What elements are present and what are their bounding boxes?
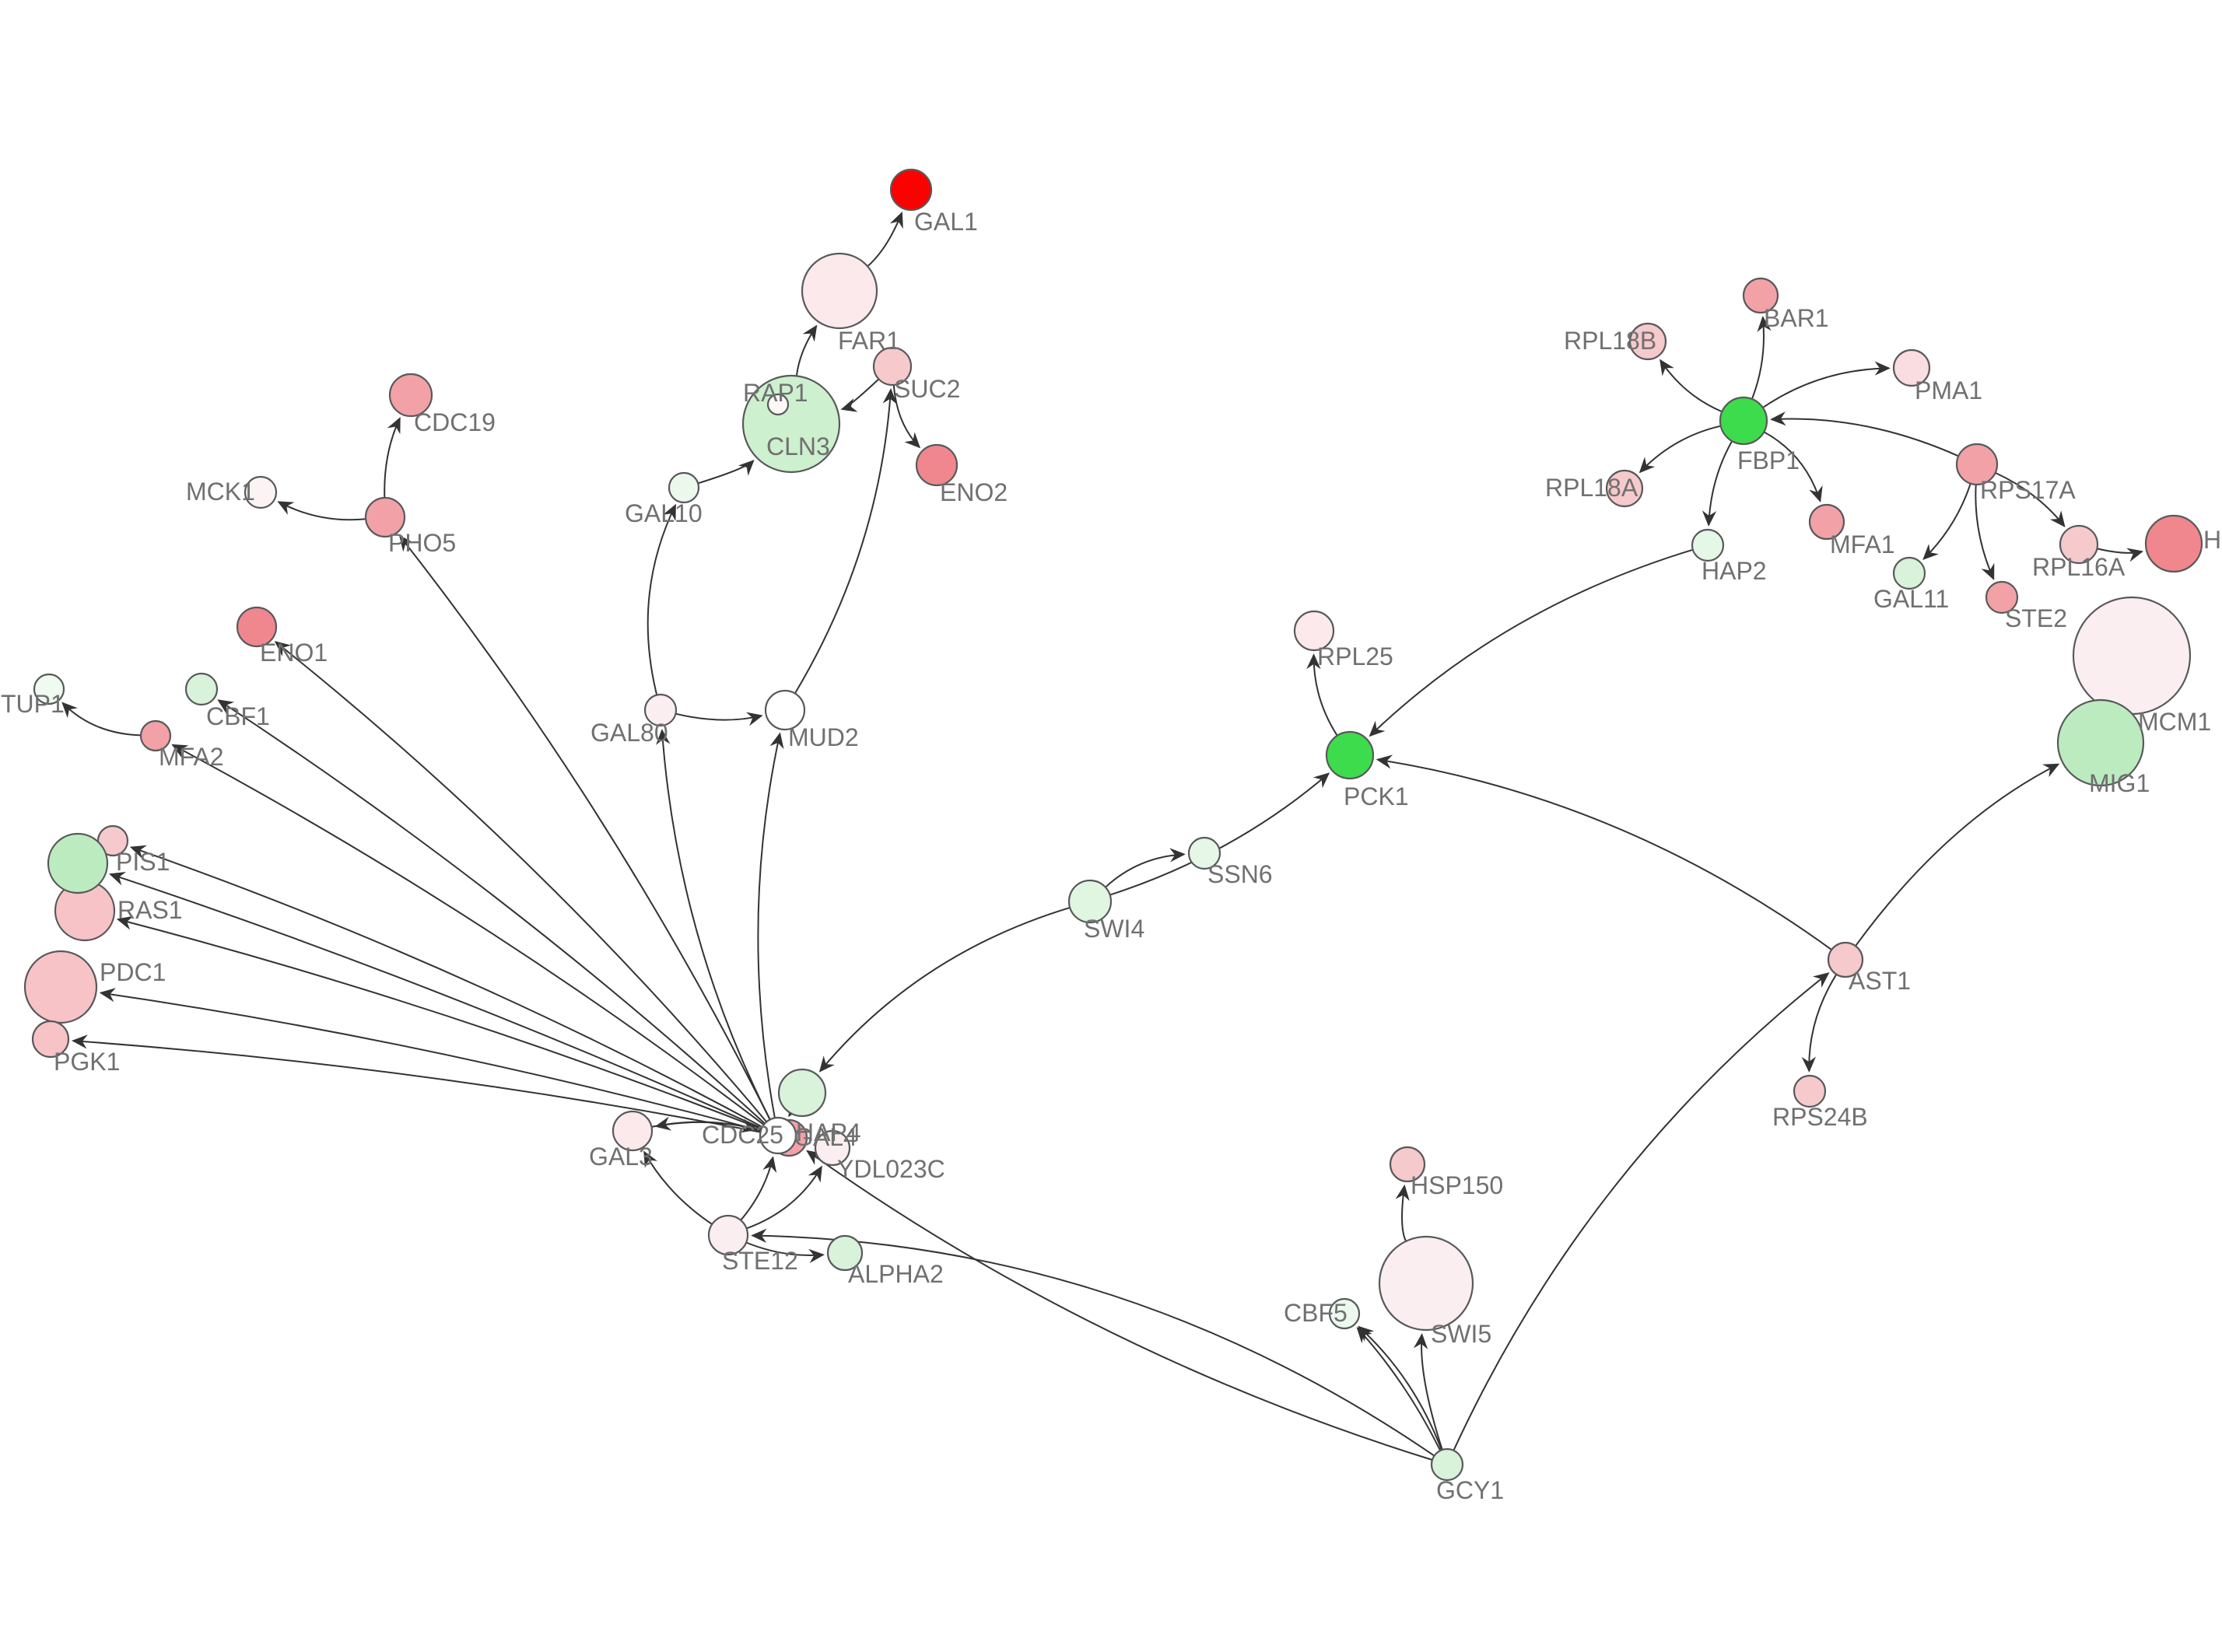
- svg-text:MFA2: MFA2: [159, 743, 224, 771]
- svg-text:PDC1: PDC1: [100, 958, 166, 986]
- svg-text:BAR1: BAR1: [1764, 304, 1829, 332]
- svg-text:RPS17A: RPS17A: [1980, 476, 2076, 504]
- svg-text:MIG1: MIG1: [2089, 769, 2150, 797]
- svg-text:SWI5: SWI5: [1431, 1320, 1491, 1348]
- svg-text:SSN6: SSN6: [1207, 860, 1273, 888]
- svg-text:ENO2: ENO2: [940, 478, 1008, 506]
- svg-text:RPL16A: RPL16A: [2032, 553, 2126, 581]
- svg-text:YDL023C: YDL023C: [837, 1155, 945, 1183]
- svg-text:SUC2: SUC2: [894, 375, 960, 403]
- svg-text:GCY1: GCY1: [1436, 1476, 1504, 1504]
- svg-text:RPL18B: RPL18B: [1564, 327, 1656, 355]
- svg-text:PGK1: PGK1: [54, 1048, 120, 1076]
- svg-text:RAS1: RAS1: [117, 896, 183, 924]
- svg-text:ALPHA2: ALPHA2: [848, 1260, 944, 1288]
- svg-text:TUP1: TUP1: [1, 690, 65, 718]
- svg-text:PMA1: PMA1: [1915, 376, 1982, 404]
- svg-text:AST1: AST1: [1849, 967, 1911, 995]
- svg-text:RAP1: RAP1: [743, 379, 808, 407]
- svg-text:RPS24B: RPS24B: [1772, 1103, 1868, 1131]
- svg-text:HAP2: HAP2: [1702, 557, 1767, 585]
- svg-text:ENO1: ENO1: [260, 639, 328, 667]
- svg-text:PIS1: PIS1: [116, 848, 170, 876]
- svg-text:CBF5: CBF5: [1284, 1299, 1348, 1327]
- svg-text:MUD2: MUD2: [788, 723, 859, 751]
- svg-text:MFA1: MFA1: [1830, 530, 1895, 558]
- svg-text:PHO5: PHO5: [388, 529, 456, 557]
- svg-text:SWI4: SWI4: [1084, 915, 1144, 943]
- svg-text:CBF1: CBF1: [206, 702, 270, 730]
- svg-text:RPL25: RPL25: [1317, 642, 1393, 670]
- svg-text:PCK1: PCK1: [1344, 782, 1409, 810]
- svg-text:RPL18A: RPL18A: [1545, 474, 1638, 502]
- svg-text:GAL11: GAL11: [1873, 585, 1949, 613]
- svg-text:STE2: STE2: [2005, 604, 2067, 632]
- svg-text:FBP1: FBP1: [1737, 446, 1800, 474]
- svg-text:GAL4: GAL4: [794, 1123, 857, 1151]
- svg-text:FAR1: FAR1: [838, 327, 900, 355]
- svg-text:CLN3: CLN3: [766, 432, 830, 460]
- svg-text:MCK1: MCK1: [186, 478, 255, 506]
- svg-text:CDC19: CDC19: [414, 408, 496, 436]
- svg-text:GAL80: GAL80: [591, 719, 668, 747]
- svg-text:HIS4: HIS4: [2203, 526, 2222, 554]
- svg-text:HSP150: HSP150: [1411, 1171, 1503, 1199]
- svg-text:CDC25: CDC25: [702, 1121, 783, 1149]
- svg-text:GAL3: GAL3: [589, 1143, 653, 1171]
- svg-text:MCM1: MCM1: [2138, 708, 2211, 736]
- svg-text:STE12: STE12: [722, 1247, 798, 1275]
- svg-text:GAL1: GAL1: [914, 208, 978, 236]
- svg-text:GAL10: GAL10: [625, 499, 703, 527]
